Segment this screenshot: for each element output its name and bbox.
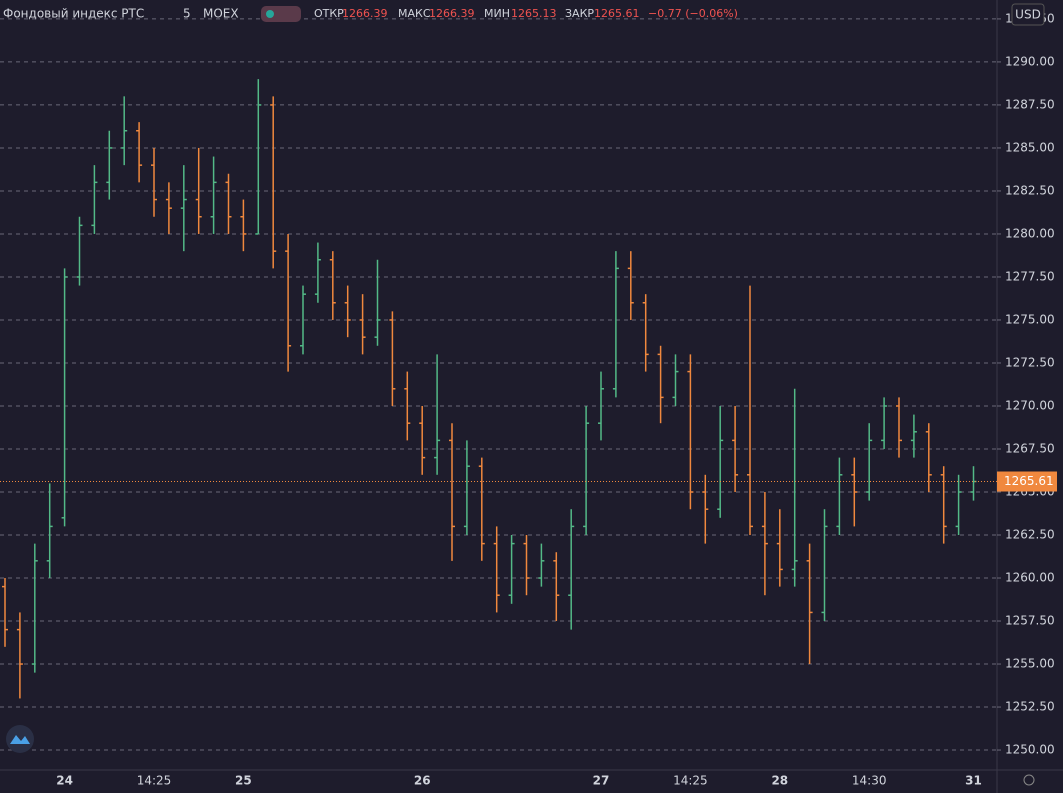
logo[interactable] bbox=[6, 725, 34, 753]
x-tick-label: 28 bbox=[771, 774, 788, 788]
y-tick-label: 1252.50 bbox=[1005, 700, 1055, 714]
settings-icon[interactable] bbox=[1023, 774, 1035, 786]
ohlc-value: 1266.39 bbox=[429, 7, 475, 20]
y-tick-label: 1275.00 bbox=[1005, 312, 1055, 326]
logo-icon bbox=[10, 735, 30, 744]
x-tick-label: 26 bbox=[414, 774, 431, 788]
y-tick-label: 1270.00 bbox=[1005, 398, 1055, 412]
y-tick-label: 1285.00 bbox=[1005, 140, 1055, 154]
change: −0.77 (−0.06%) bbox=[648, 7, 738, 20]
y-tick-label: 1290.00 bbox=[1005, 54, 1055, 68]
y-tick-label: 1277.50 bbox=[1005, 269, 1055, 283]
x-tick-label: 27 bbox=[593, 774, 610, 788]
x-tick-label: 14:25 bbox=[673, 774, 708, 788]
last-price-badge bbox=[997, 471, 1057, 492]
ohlc-value: 1265.13 bbox=[511, 7, 557, 20]
last-price-label: 1265.61 bbox=[1004, 474, 1054, 488]
ohlc-label: ОТКР bbox=[314, 7, 344, 20]
currency[interactable]: USD bbox=[1015, 8, 1041, 22]
x-tick-label: 14:25 bbox=[137, 774, 172, 788]
status-dot bbox=[266, 10, 274, 18]
x-tick-label: 14:30 bbox=[852, 774, 887, 788]
y-tick-label: 1287.50 bbox=[1005, 97, 1055, 111]
exchange: MOEX bbox=[203, 7, 239, 21]
y-tick-label: 1262.50 bbox=[1005, 528, 1055, 542]
x-tick-label: 31 bbox=[965, 774, 982, 788]
y-tick-label: 1280.00 bbox=[1005, 226, 1055, 240]
ohlc-value: 1266.39 bbox=[342, 7, 388, 20]
interval: 5 bbox=[183, 7, 191, 21]
y-tick-label: 1272.50 bbox=[1005, 355, 1055, 369]
symbol: Фондовый индекс РТС bbox=[3, 7, 144, 21]
plot-area bbox=[0, 18, 997, 751]
y-tick-label: 1282.50 bbox=[1005, 183, 1055, 197]
ohlc-value: 1265.61 bbox=[594, 7, 640, 20]
ohlc-label: МИН bbox=[484, 7, 510, 20]
status-badge[interactable] bbox=[261, 6, 301, 22]
y-tick-label: 1267.50 bbox=[1005, 441, 1055, 455]
x-tick-label: 24 bbox=[56, 774, 73, 788]
ohlc-label: МАКС bbox=[398, 7, 431, 20]
y-tick-label: 1250.00 bbox=[1005, 743, 1055, 757]
x-tick-label: 25 bbox=[235, 774, 252, 788]
y-tick-label: 1260.00 bbox=[1005, 571, 1055, 585]
ohlc-label: ЗАКР bbox=[565, 7, 594, 20]
y-tick-label: 1255.00 bbox=[1005, 657, 1055, 671]
currency-button[interactable] bbox=[1011, 3, 1045, 26]
y-tick-label: 1257.50 bbox=[1005, 614, 1055, 628]
